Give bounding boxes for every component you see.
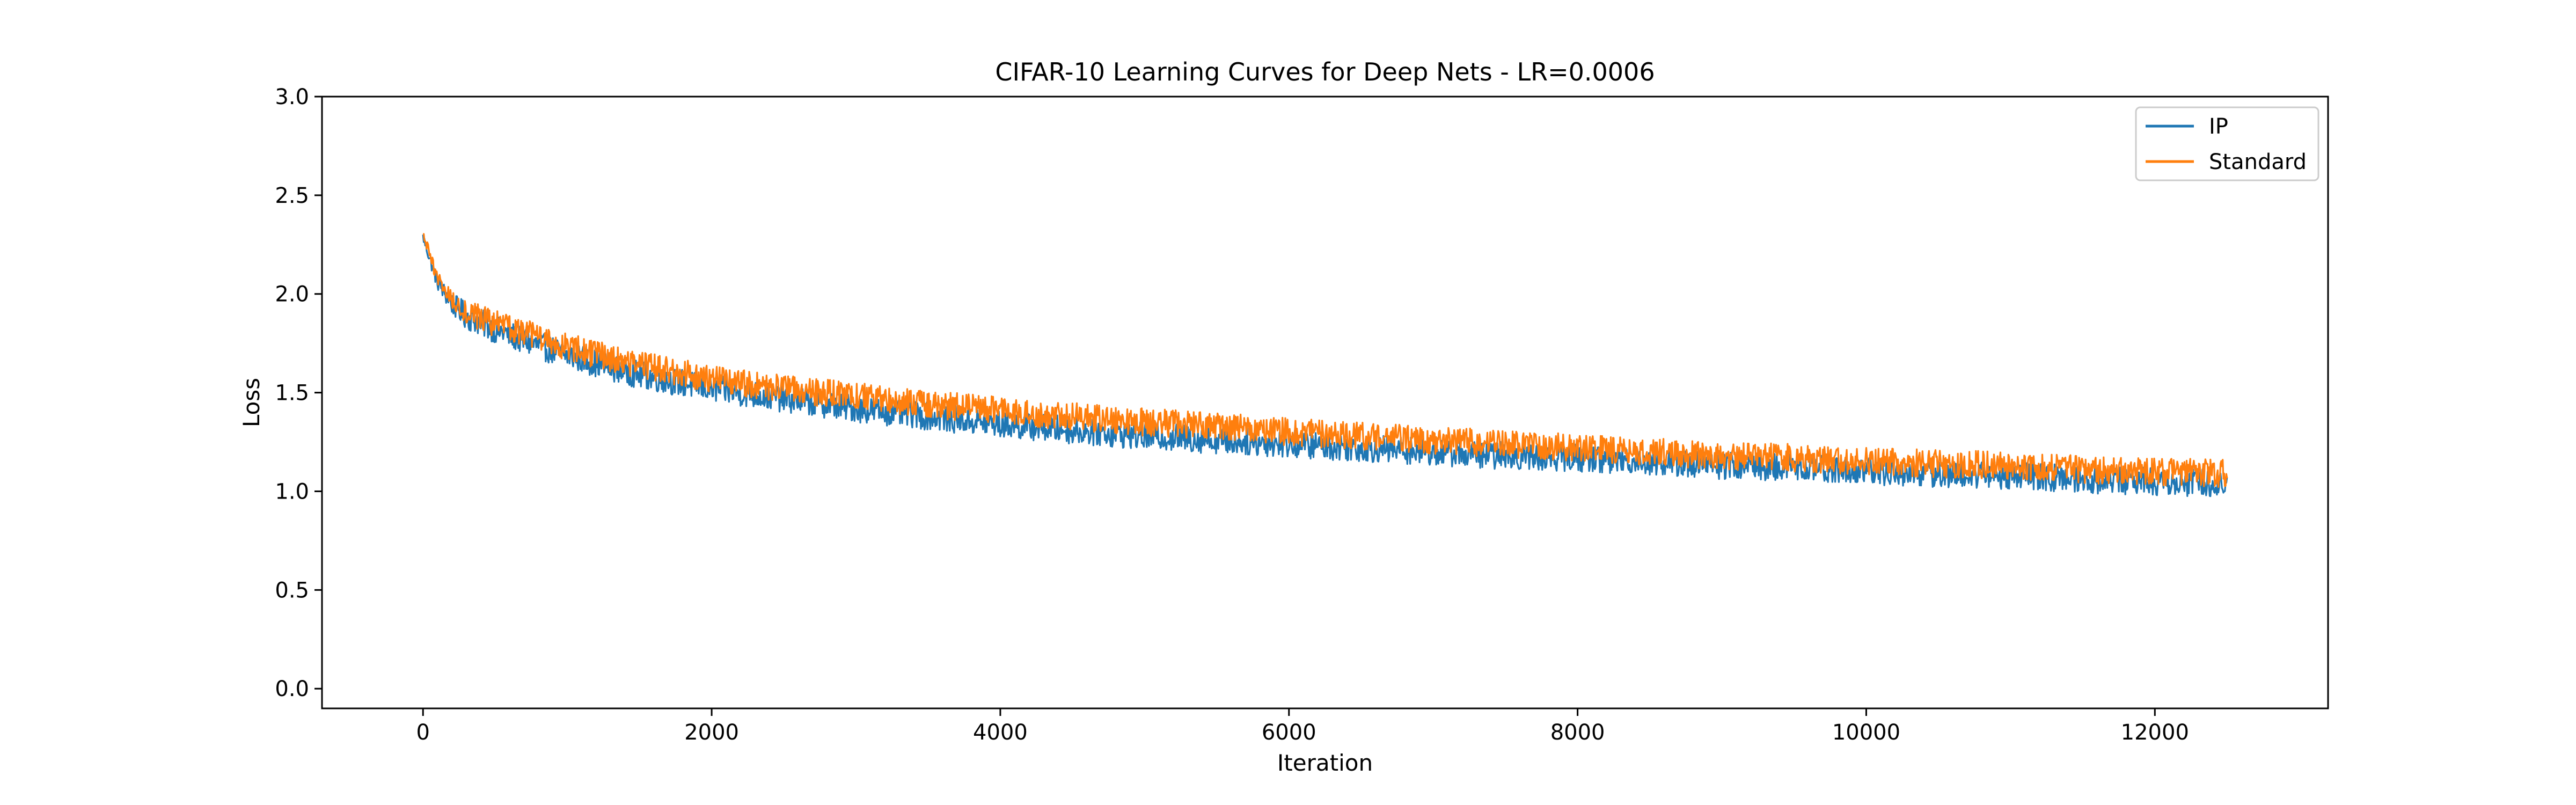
plot-area-frame <box>321 96 2329 709</box>
y-tick-label: 2.5 <box>275 184 309 208</box>
x-axis-label: Iteration <box>1277 750 1373 776</box>
y-axis-label: Loss <box>238 378 265 427</box>
chart-title: CIFAR-10 Learning Curves for Deep Nets -… <box>995 57 1655 86</box>
series-layer <box>422 233 2228 497</box>
x-tick-label: 2000 <box>684 720 739 745</box>
x-tick-label: 0 <box>416 720 430 745</box>
series-line-standard <box>423 233 2228 488</box>
y-tick-label: 1.5 <box>275 381 309 406</box>
y-axis: 0.0 0.5 1.0 1.5 2.0 2.5 3.0 <box>275 85 322 701</box>
legend-label: Standard <box>2209 150 2307 174</box>
y-tick-label: 0.0 <box>275 677 309 701</box>
x-axis: 0 2000 4000 6000 8000 10000 12000 <box>416 708 2189 745</box>
x-tick-label: 8000 <box>1550 720 1605 745</box>
legend-label: IP <box>2209 114 2228 139</box>
x-tick-label: 4000 <box>973 720 1028 745</box>
y-tick-label: 1.0 <box>275 479 309 504</box>
x-tick-label: 6000 <box>1262 720 1316 745</box>
y-tick-label: 3.0 <box>275 85 309 109</box>
x-tick-label: 10000 <box>1832 720 1900 745</box>
x-tick-label: 12000 <box>2121 720 2189 745</box>
y-tick-label: 0.5 <box>275 578 309 603</box>
y-tick-label: 2.0 <box>275 282 309 307</box>
legend: IP Standard <box>2135 106 2319 181</box>
